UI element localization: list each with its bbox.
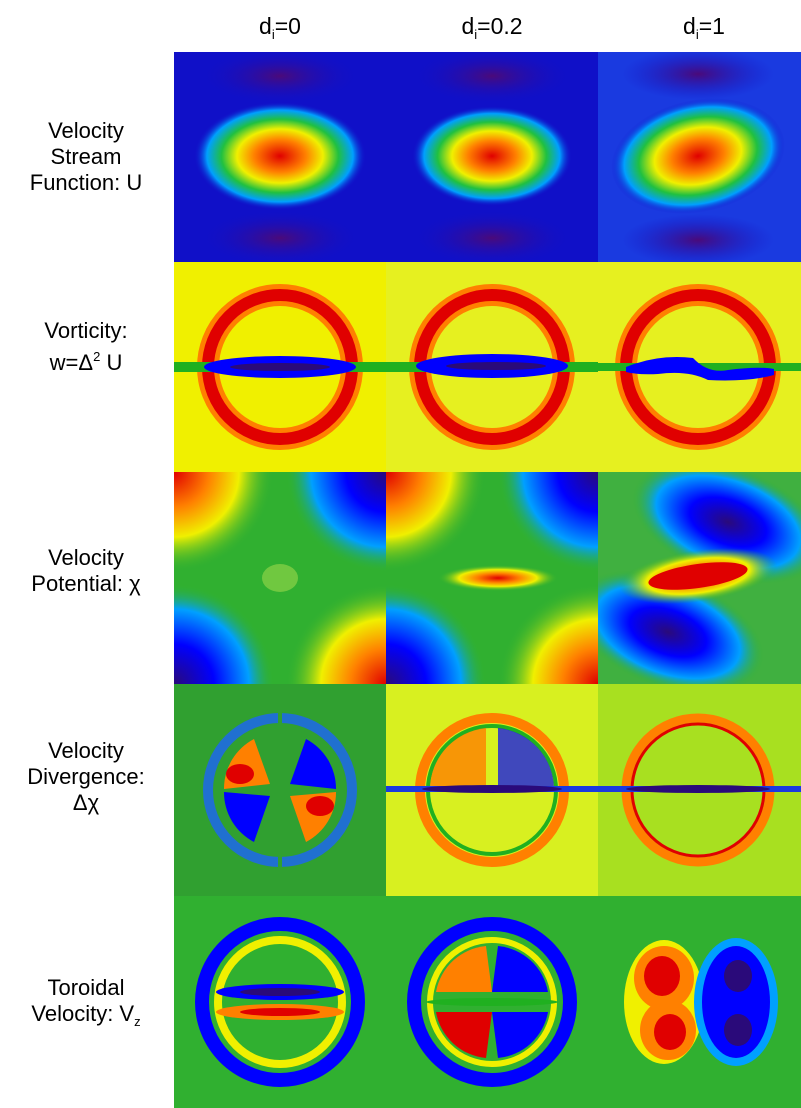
toroidal-ring-outer xyxy=(195,917,365,1087)
cold-lobe xyxy=(286,472,386,572)
stream-core xyxy=(412,106,572,206)
dark-lobe-bottom xyxy=(200,210,360,262)
panel-velocity-divergence-di-0.2 xyxy=(386,684,598,896)
cold-lobe xyxy=(386,584,486,684)
hot-lobe xyxy=(174,472,274,572)
upper-lobe-cold xyxy=(492,946,548,992)
current-sheet-core-twisted xyxy=(626,357,774,381)
cold-arc-bottom xyxy=(598,570,764,684)
toroidal-ring-outer xyxy=(407,917,577,1087)
row-label-vorticity: Vorticity: w=Δ2 U xyxy=(44,318,128,375)
quadrant-core-lower-right xyxy=(306,796,334,816)
quadrant-lobe-lower-left xyxy=(223,792,270,842)
panel-velocity-divergence-di-1 xyxy=(598,684,801,896)
vertical-axis xyxy=(278,684,282,896)
panel-velocity-potential-di-0.2 xyxy=(386,472,598,684)
dark-lobe-bottom xyxy=(412,210,572,262)
column-header-di-0.2: di=0.2 xyxy=(461,13,523,42)
panel-velocity-potential-di-1 xyxy=(598,472,801,684)
panel-vorticity-di-0.2 xyxy=(386,262,598,472)
lower-sheet-core xyxy=(240,1008,320,1016)
toroidal-ring-mid xyxy=(214,936,346,1068)
panel-toroidal-velocity-di-0.2 xyxy=(386,896,598,1108)
column-header-di-1: di=1 xyxy=(683,13,725,42)
current-sheet-center xyxy=(446,362,546,370)
panel-stream-function-di-0.2 xyxy=(386,52,598,262)
panel-toroidal-velocity-di-1 xyxy=(598,896,801,1108)
cold-core-lower xyxy=(724,1014,752,1046)
stream-core xyxy=(194,102,366,210)
upper-lobe-hot xyxy=(436,946,492,992)
row-label-toroidal-velocity: Toroidal Velocity: Vz xyxy=(31,975,141,1029)
center-contour xyxy=(262,564,298,592)
hot-lobe xyxy=(498,584,598,684)
dark-lobe-bottom xyxy=(622,214,774,262)
dark-lobe-top xyxy=(622,52,774,100)
center-sheet xyxy=(426,998,558,1006)
upper-half-cold xyxy=(498,728,554,788)
hot-core-lower xyxy=(654,1014,686,1050)
panel-stream-function-di-1 xyxy=(598,52,801,262)
stream-core xyxy=(611,98,785,214)
row-label-stream-function: Velocity Stream Function: U xyxy=(29,118,143,195)
cold-lobe xyxy=(498,472,598,572)
current-sheet-core xyxy=(422,785,562,793)
current-sheet-center xyxy=(230,363,330,371)
cold-lobe xyxy=(702,946,770,1058)
dark-lobe-top xyxy=(200,52,360,104)
hot-core-upper xyxy=(644,956,680,996)
center-streak xyxy=(438,565,558,591)
panel-toroidal-velocity-di-0 xyxy=(174,896,386,1108)
hot-lobe xyxy=(386,472,486,572)
panel-velocity-potential-di-0 xyxy=(174,472,386,684)
upper-sheet-core xyxy=(240,988,320,996)
panel-stream-function-di-0 xyxy=(174,52,386,262)
column-header-di-0: di=0 xyxy=(259,13,301,42)
lower-lobe-cold xyxy=(492,1012,548,1058)
quadrant-core-upper-left xyxy=(226,764,254,784)
panel-vorticity-di-0 xyxy=(174,262,386,472)
panel-velocity-divergence-di-0 xyxy=(174,684,386,896)
current-sheet-core xyxy=(626,785,770,793)
cold-core-upper xyxy=(724,960,752,992)
row-label-velocity-divergence: Velocity Divergence: Δχ xyxy=(27,738,145,815)
quadrant-lobe-upper-right xyxy=(290,739,337,789)
hot-lobe xyxy=(286,584,386,684)
panel-vorticity-di-1 xyxy=(598,262,801,472)
upper-half-hot xyxy=(430,728,486,788)
cold-lobe xyxy=(174,584,274,684)
panel-background xyxy=(174,896,386,1108)
hot-core-center xyxy=(648,562,748,590)
dark-lobe-top xyxy=(412,52,572,104)
row-label-velocity-potential: Velocity Potential: χ xyxy=(31,545,141,596)
lower-lobe-hot xyxy=(436,1012,492,1058)
